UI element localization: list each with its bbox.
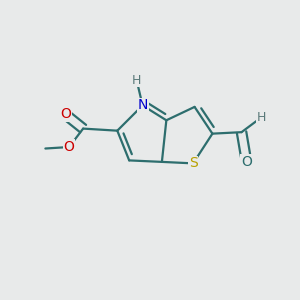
Text: O: O [64, 140, 75, 154]
Text: N: N [137, 98, 148, 112]
Text: O: O [60, 107, 71, 121]
Text: O: O [241, 155, 252, 169]
Text: H: H [257, 111, 266, 124]
Text: S: S [189, 156, 197, 170]
Text: H: H [132, 74, 141, 87]
